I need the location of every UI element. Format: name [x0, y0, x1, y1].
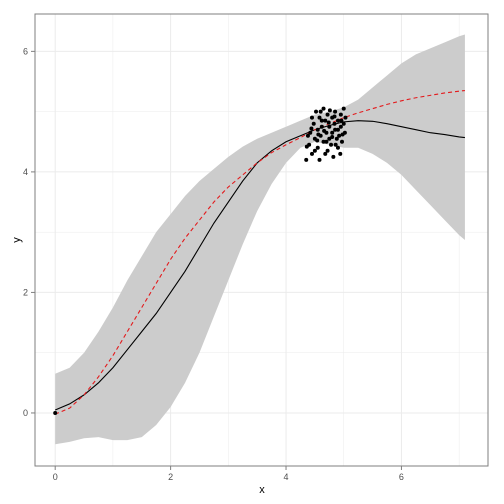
data-point	[341, 121, 346, 126]
data-point	[315, 145, 320, 150]
data-point	[321, 139, 326, 144]
data-point	[333, 142, 338, 147]
data-point	[340, 139, 344, 144]
data-point	[309, 126, 314, 131]
y-tick-label: 6	[23, 46, 28, 56]
data-point	[327, 124, 332, 129]
data-point	[341, 106, 346, 111]
y-axis-title: y	[11, 237, 23, 243]
data-point	[312, 148, 317, 153]
data-point	[308, 130, 313, 135]
data-point	[338, 151, 343, 156]
solid-fit-line	[54, 120, 465, 411]
data-point	[321, 106, 326, 111]
dashed-fit-line	[54, 89, 465, 415]
data-point	[338, 124, 343, 129]
x-axis-title: x	[259, 484, 265, 496]
data-point	[329, 142, 334, 147]
data-point	[323, 118, 328, 123]
data-point	[319, 124, 324, 129]
data-point	[314, 109, 319, 114]
data-point	[319, 118, 324, 123]
data-point	[335, 145, 340, 150]
data-point	[331, 154, 336, 159]
data-point	[330, 134, 335, 139]
confidence-band	[55, 34, 465, 445]
data-point	[304, 144, 309, 149]
confidence-band-layer	[55, 34, 465, 445]
data-point	[332, 121, 337, 126]
x-tick-label: 6	[399, 472, 404, 482]
data-point	[337, 133, 342, 138]
data-point	[335, 127, 340, 132]
data-point	[339, 118, 344, 123]
data-point	[325, 112, 330, 117]
data-point	[343, 115, 348, 120]
data-point	[309, 151, 314, 156]
x-tick-label: 4	[284, 472, 289, 482]
data-point	[318, 109, 323, 114]
data-point	[317, 115, 322, 120]
data-point	[334, 136, 339, 141]
data-point	[327, 136, 332, 141]
x-tick-label: 0	[53, 472, 58, 482]
data-point	[324, 139, 329, 144]
data-point	[340, 132, 345, 137]
data-point	[322, 128, 327, 133]
data-point	[335, 118, 340, 123]
y-tick-label: 4	[23, 167, 28, 177]
data-point	[305, 133, 310, 138]
data-point	[326, 120, 331, 125]
data-point	[338, 112, 343, 117]
data-point	[316, 132, 321, 137]
panel-border	[34, 13, 489, 467]
data-point	[53, 410, 58, 415]
y-tick-label: 2	[23, 287, 28, 297]
data-point	[327, 108, 332, 113]
data-point	[317, 157, 322, 162]
data-point	[304, 157, 309, 162]
y-tick-label: 0	[23, 408, 28, 418]
data-point	[309, 115, 314, 120]
data-point	[323, 151, 328, 156]
point-layer	[53, 106, 348, 415]
tick-layer: 0 2 4 6 0 2 4 6	[23, 46, 404, 482]
data-point	[315, 138, 320, 143]
data-point	[315, 127, 320, 132]
x-tick-label: 2	[168, 472, 173, 482]
data-point	[333, 127, 338, 132]
line-layer	[54, 89, 465, 415]
data-point	[330, 130, 335, 135]
data-point	[311, 121, 316, 126]
data-point	[332, 114, 337, 119]
data-point	[325, 148, 330, 153]
data-point	[333, 109, 338, 114]
